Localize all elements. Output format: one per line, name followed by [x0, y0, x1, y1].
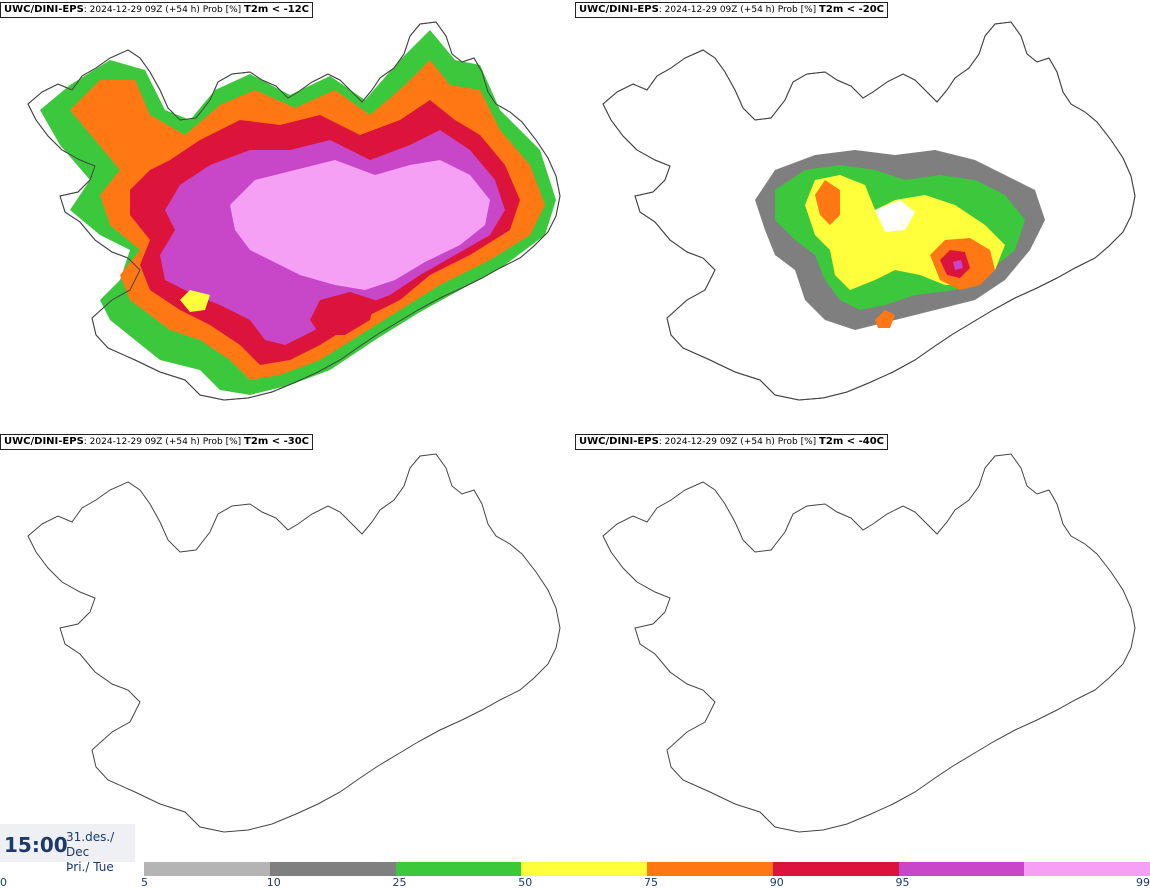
panel-title: UWC/DINI-EPS: 2024-12-29 09Z (+54 h) Pro… — [0, 434, 313, 450]
colorbar-segment — [395, 862, 522, 876]
colorbar-segment — [772, 862, 899, 876]
colorbar-tick-label: 99 — [1136, 876, 1150, 889]
colorbar-tick-label: 10 — [266, 876, 281, 889]
colorbar-segment — [269, 862, 396, 876]
map-iceland-30c — [27, 453, 561, 833]
colorbar-tick-label: 75 — [644, 876, 658, 889]
colorbar-tick-label: 50 — [518, 876, 533, 889]
colorbar-segment — [144, 862, 270, 876]
colorbar-tick-label: 90 — [769, 876, 784, 889]
map-iceland-20c — [602, 21, 1136, 401]
colorbar-segment — [1024, 862, 1150, 876]
colorbar-tick-label: 95 — [895, 876, 910, 889]
probability-colorbar — [144, 862, 1150, 876]
map-iceland-40c — [602, 453, 1136, 833]
colorbar-tick-label: 0 — [0, 876, 7, 889]
panel-t2m-40c: UWC/DINI-EPS: 2024-12-29 09Z (+54 h) Pro… — [575, 432, 1150, 864]
panel-title: UWC/DINI-EPS: 2024-12-29 09Z (+54 h) Pro… — [0, 2, 313, 18]
map-iceland-12c — [27, 21, 561, 401]
panel-t2m-12c: UWC/DINI-EPS: 2024-12-29 09Z (+54 h) Pro… — [0, 0, 575, 432]
panel-t2m-20c: UWC/DINI-EPS: 2024-12-29 09Z (+54 h) Pro… — [575, 0, 1150, 432]
valid-date: 31.des./ Dec Þri./ Tue — [66, 830, 135, 875]
date-line-2: Þri./ Tue — [66, 860, 114, 874]
colorbar-segment — [647, 862, 773, 876]
colorbar-tick-label: 25 — [392, 876, 407, 889]
date-line-1: 31.des./ Dec — [66, 830, 115, 859]
colorbar-segment — [898, 862, 1025, 876]
colorbar-segment — [521, 862, 647, 876]
panel-title: UWC/DINI-EPS: 2024-12-29 09Z (+54 h) Pro… — [575, 434, 888, 450]
valid-time: 15:00 — [4, 833, 68, 857]
panel-t2m-30c: UWC/DINI-EPS: 2024-12-29 09Z (+54 h) Pro… — [0, 432, 575, 864]
colorbar-tick-label: 5 — [141, 876, 148, 889]
valid-time-box: 15:00 31.des./ Dec Þri./ Tue — [0, 824, 135, 874]
panel-title: UWC/DINI-EPS: 2024-12-29 09Z (+54 h) Pro… — [575, 2, 888, 18]
